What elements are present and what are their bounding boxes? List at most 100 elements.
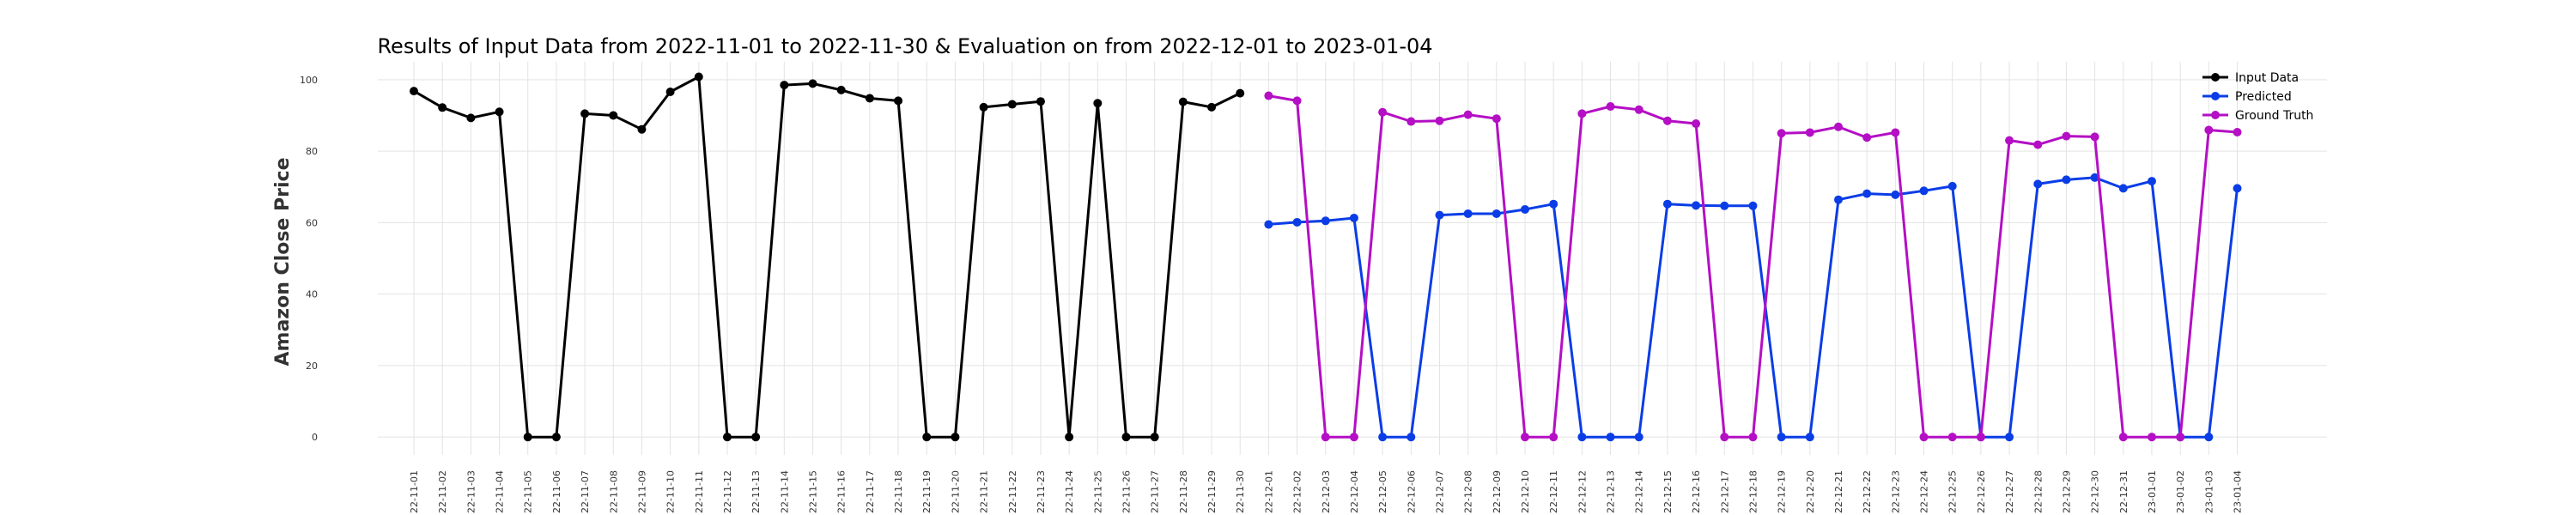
x-tick-label: 22-12-14 [1634,470,1645,513]
data-point-predicted [1321,216,1330,226]
data-point-ground-truth [1634,105,1643,114]
data-point-input-data [1007,100,1017,109]
data-point-input-data [722,433,732,442]
data-point-input-data [1150,433,1159,442]
x-tick-label: 23-01-02 [2175,470,2186,513]
x-tick-label: 22-11-30 [1235,470,1246,513]
x-tick-label: 22-12-03 [1321,470,1332,513]
data-point-ground-truth [1292,96,1302,106]
x-tick-label: 22-12-21 [1833,470,1844,513]
data-point-predicted [2090,173,2099,182]
x-tick-label: 22-11-29 [1206,470,1218,513]
x-tick-label: 23-01-03 [2203,470,2215,513]
data-point-ground-truth [1662,116,1672,125]
x-tick-label: 22-11-23 [1036,470,1047,513]
data-point-input-data [1207,102,1217,112]
y-axis-ticks: 0 20 40 60 80 100 [300,75,318,443]
x-tick-label: 22-11-27 [1150,470,1161,513]
x-tick-label: 22-12-05 [1377,470,1388,513]
data-point-input-data [1036,97,1045,106]
data-point-input-data [865,94,874,103]
legend: Input Data Predicted Ground Truth [2202,71,2313,123]
x-tick-label: 22-12-23 [1890,470,1901,513]
y-tick-label: 20 [306,360,318,372]
x-tick-label: 22-11-20 [950,470,961,513]
x-tick-label: 22-12-29 [2061,470,2072,513]
x-tick-label: 22-11-18 [893,470,904,513]
x-tick-label: 22-11-02 [437,470,448,513]
x-tick-label: 22-12-19 [1777,470,1788,513]
data-point-ground-truth [1463,110,1473,119]
x-tick-label: 22-11-06 [551,470,562,513]
x-tick-label: 22-12-26 [1976,470,1987,513]
data-point-predicted [2233,184,2242,193]
data-point-predicted [1634,433,1643,442]
data-point-predicted [2147,177,2156,186]
data-point-input-data [495,107,504,117]
x-tick-label: 22-12-13 [1606,470,1617,513]
data-point-input-data [523,433,532,442]
data-point-ground-truth [2118,433,2128,442]
data-point-input-data [894,96,903,106]
data-point-input-data [922,433,932,442]
series-line-input-data [413,76,1241,439]
x-tick-label: 22-11-19 [921,470,933,513]
data-point-input-data [410,87,418,96]
data-point-predicted [2033,179,2043,189]
y-tick-label: 100 [300,75,318,86]
data-point-input-data [1236,88,1245,98]
x-tick-label: 22-11-01 [409,470,420,513]
data-point-predicted [1891,190,1900,199]
data-point-ground-truth [1378,107,1388,117]
x-tick-label: 22-11-26 [1121,470,1133,513]
data-point-ground-truth [1947,433,1957,442]
x-tick-label: 22-11-22 [1007,470,1018,513]
x-axis-ticks: 22-11-01 22-11-02 22-11-03 22-11-04 22-11-05… [409,470,2244,513]
data-point-predicted [2118,184,2128,193]
x-tick-label: 22-11-13 [750,470,762,513]
legend-marker-input-data [2211,73,2220,82]
x-tick-label: 22-11-03 [465,470,477,513]
data-point-ground-truth [1976,433,1985,442]
x-tick-label: 22-11-25 [1092,470,1103,513]
x-tick-label: 22-12-25 [1947,470,1959,513]
data-point-ground-truth [2033,140,2043,149]
data-point-ground-truth [2147,433,2156,442]
x-tick-label: 22-12-07 [1434,470,1445,513]
data-point-predicted [1919,186,1929,196]
x-tick-label: 22-12-18 [1747,470,1759,513]
x-tick-label: 22-11-05 [523,470,534,513]
y-axis-label: Amazon Close Price [272,158,294,367]
x-tick-label: 22-12-31 [2118,470,2129,513]
data-point-input-data [466,113,476,123]
x-tick-label: 22-12-17 [1719,470,1730,513]
legend-label-input-data: Input Data [2235,71,2299,85]
x-tick-label: 22-12-08 [1463,470,1474,513]
data-point-input-data [609,111,618,120]
data-point-ground-truth [1549,433,1558,442]
data-point-ground-truth [1748,433,1758,442]
y-tick-label: 0 [312,432,318,443]
data-point-input-data [780,81,789,90]
y-tick-label: 40 [306,289,318,300]
x-tick-label: 22-12-20 [1805,470,1816,513]
data-point-predicted [1606,433,1615,442]
x-tick-label: 22-11-08 [608,470,619,513]
x-tick-label: 22-11-12 [722,470,733,513]
x-tick-label: 22-12-04 [1349,470,1360,513]
y-tick-label: 80 [306,146,318,157]
data-point-input-data [951,433,960,442]
legend-marker-predicted [2211,92,2220,100]
data-point-input-data [694,72,703,82]
grid [378,62,2327,455]
data-point-input-data [1121,433,1131,442]
data-point-predicted [1378,433,1388,442]
data-point-input-data [751,433,761,442]
data-point-predicted [1777,433,1786,442]
data-point-predicted [2204,433,2214,442]
data-point-ground-truth [1577,109,1587,118]
data-point-ground-truth [1692,119,1701,129]
data-point-ground-truth [1521,433,1530,442]
data-point-predicted [1435,210,1444,220]
x-tick-label: 22-11-09 [636,470,647,513]
